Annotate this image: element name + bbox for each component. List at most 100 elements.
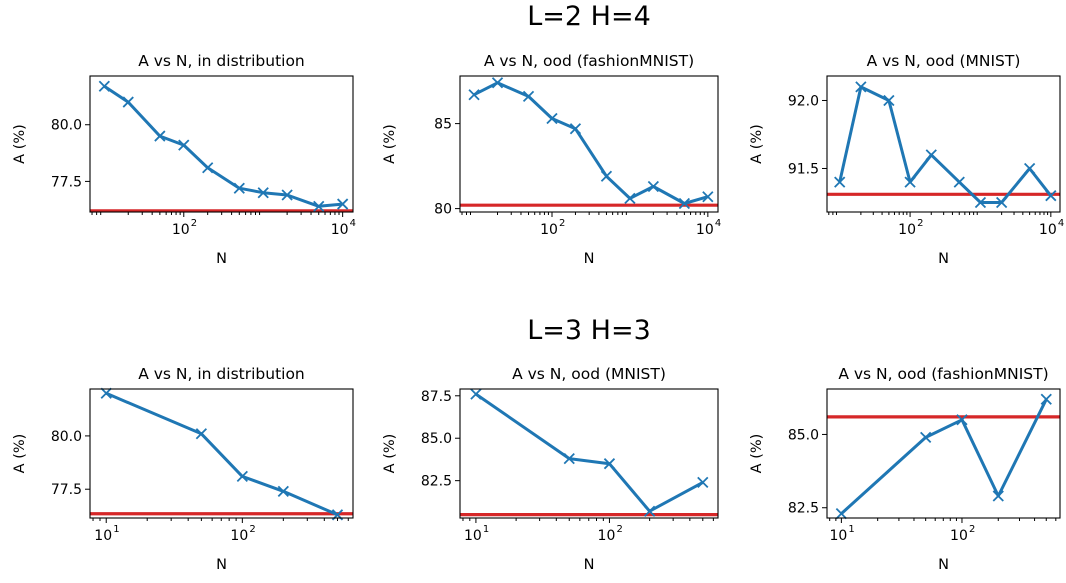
data-point: [834, 176, 846, 188]
y-tick-label: 92.0: [788, 93, 819, 109]
x-tick-label: 10: [94, 528, 112, 544]
data-point: [920, 431, 932, 444]
y-axis-label: A (%): [12, 124, 28, 164]
data-point: [883, 94, 895, 107]
data-point: [100, 387, 112, 399]
data-point: [236, 470, 248, 483]
panel-title: A vs N, ood (MNIST): [512, 365, 666, 383]
panel-title: A vs N, in distribution: [138, 52, 305, 70]
x-tick-exponent: 2: [249, 524, 255, 535]
data-point: [974, 196, 987, 209]
y-axis-label: A (%): [12, 434, 28, 474]
x-tick-label: 10: [331, 222, 349, 238]
panel-title: A vs N, ood (MNIST): [867, 52, 1021, 70]
data-point: [697, 476, 709, 488]
x-tick-exponent: 1: [113, 524, 119, 535]
data-point: [1040, 393, 1052, 405]
y-tick-label: 85: [434, 117, 452, 133]
data-point: [925, 149, 937, 161]
x-tick-exponent: 4: [715, 218, 721, 229]
x-tick-exponent: 2: [969, 524, 975, 535]
data-point: [178, 139, 190, 151]
data-point: [1024, 162, 1036, 175]
data-point: [470, 388, 482, 400]
x-tick-label: 10: [540, 222, 558, 238]
data-point: [202, 162, 214, 174]
data-point: [337, 198, 349, 210]
x-tick-exponent: 1: [848, 524, 854, 535]
data-point: [644, 505, 656, 517]
x-tick-exponent: 1: [483, 524, 489, 535]
x-axis-label: N: [216, 557, 227, 573]
y-tick-label: 80: [434, 202, 452, 218]
data-point: [956, 414, 968, 426]
series-line: [105, 391, 339, 517]
axes-frame: [826, 388, 1061, 519]
y-tick-label: 80.0: [51, 429, 82, 445]
x-axis-label: N: [216, 251, 227, 267]
chart-panel-2: A vs N, ood (MNIST)91.592.010 2 10 4NA (%): [749, 52, 1064, 267]
x-tick-label: 10: [598, 528, 616, 544]
data-point: [546, 112, 558, 125]
data-point: [600, 170, 613, 182]
x-tick-exponent: 4: [350, 218, 356, 229]
x-tick-label: 10: [172, 222, 190, 238]
data-point: [122, 96, 134, 108]
x-tick-exponent: 4: [1058, 218, 1064, 229]
axes-frame: [826, 75, 1061, 213]
data-point: [569, 123, 582, 135]
x-axis-label: N: [938, 557, 949, 573]
panel-title: A vs N, in distribution: [138, 365, 305, 383]
y-tick-label: 85.0: [421, 431, 452, 447]
data-point: [154, 130, 166, 142]
data-point: [855, 81, 867, 93]
x-tick-label: 10: [1039, 222, 1057, 238]
data-point: [702, 191, 714, 203]
data-point: [257, 187, 269, 199]
y-tick-label: 82.5: [421, 474, 452, 490]
panel-title: A vs N, ood (fashionMNIST): [484, 52, 694, 70]
data-point: [563, 452, 575, 465]
data-point: [233, 182, 245, 194]
data-point: [195, 428, 208, 440]
data-point: [624, 192, 636, 205]
data-point: [647, 180, 660, 193]
panel-title: A vs N, ood (fashionMNIST): [838, 365, 1048, 383]
data-point: [953, 176, 965, 188]
axes-frame: [459, 75, 719, 213]
data-point: [678, 197, 691, 210]
data-point: [277, 485, 289, 497]
data-point: [313, 200, 325, 212]
x-tick-label: 10: [230, 528, 248, 544]
y-tick-label: 77.5: [51, 174, 82, 190]
data-point: [835, 507, 848, 520]
data-point: [603, 458, 616, 470]
axes-frame: [89, 75, 354, 213]
x-tick-label: 10: [829, 528, 847, 544]
series-line: [103, 84, 343, 208]
x-tick-exponent: 2: [616, 524, 622, 535]
data-point: [1045, 190, 1057, 202]
y-tick-label: 82.5: [788, 501, 819, 517]
data-point: [992, 490, 1004, 502]
data-point: [491, 77, 504, 89]
y-axis-label: A (%): [749, 124, 765, 164]
x-tick-exponent: 2: [191, 218, 197, 229]
series-line: [838, 85, 1052, 204]
series-line: [475, 392, 704, 513]
x-tick-label: 10: [898, 222, 916, 238]
y-tick-label: 77.5: [51, 482, 82, 498]
data-point: [98, 80, 110, 92]
chart-panel-4: A vs N, ood (MNIST)82.585.087.510 1 10 2NA …: [382, 365, 719, 573]
x-axis-label: N: [584, 557, 595, 573]
y-tick-label: 80.0: [51, 118, 82, 134]
y-tick-label: 85.0: [788, 427, 819, 443]
x-tick-label: 10: [950, 528, 968, 544]
x-tick-label: 10: [696, 222, 714, 238]
x-tick-exponent: 2: [559, 218, 565, 229]
x-axis-label: N: [938, 251, 949, 267]
y-tick-label: 91.5: [788, 161, 819, 177]
data-point: [281, 189, 293, 201]
